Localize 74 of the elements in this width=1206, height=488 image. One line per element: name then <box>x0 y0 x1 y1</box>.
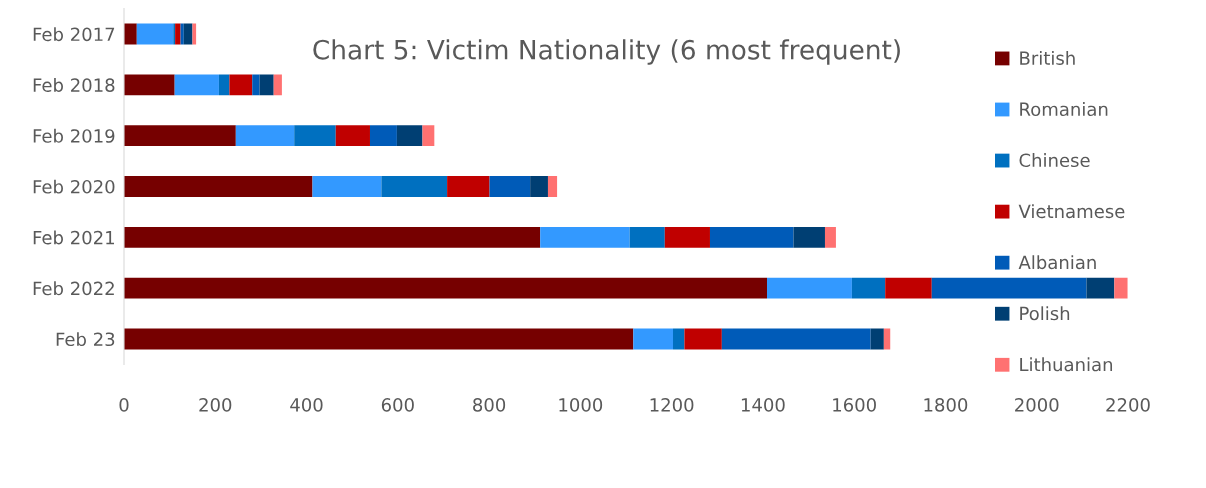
x-tick-label: 0 <box>119 398 129 412</box>
bar <box>664 226 710 248</box>
bar <box>180 23 184 45</box>
bar <box>312 176 382 197</box>
legend-label: Polish <box>1020 306 1070 321</box>
bar <box>218 74 230 96</box>
legend-label: Albanian <box>1018 255 1096 270</box>
bar <box>851 277 886 299</box>
bar <box>259 74 274 96</box>
bar <box>489 176 531 197</box>
bar <box>273 74 282 96</box>
bar <box>396 125 423 147</box>
bar <box>422 125 435 147</box>
bar <box>335 125 370 147</box>
bar <box>124 176 313 197</box>
bar <box>547 176 558 197</box>
bar <box>124 125 236 147</box>
bar <box>793 226 825 248</box>
bar <box>870 328 884 350</box>
bar <box>530 176 548 197</box>
bar <box>931 277 1087 299</box>
x-tick-label: 200 <box>199 398 232 412</box>
x-tick-label: 1600 <box>833 398 876 412</box>
y-tick-label: Feb 23 <box>56 332 115 347</box>
bar <box>174 74 219 96</box>
bar <box>369 125 397 147</box>
bar <box>633 328 674 350</box>
x-tick-label: 1800 <box>924 398 968 412</box>
bar <box>721 328 871 350</box>
bar <box>124 328 634 350</box>
legend-label: Vietnamese <box>1018 204 1125 219</box>
bar <box>124 226 541 248</box>
legend-label: Lithuanian <box>1020 357 1113 372</box>
legend-label: Chinese <box>1019 153 1090 168</box>
x-tick-label: 2000 <box>1015 398 1059 412</box>
y-tick-label: Feb 2021 <box>33 230 114 245</box>
bar <box>175 23 181 45</box>
bar <box>124 74 175 96</box>
bar <box>540 226 630 248</box>
bar <box>252 74 260 96</box>
bar <box>1086 277 1115 299</box>
x-tick-label: 1200 <box>650 398 694 412</box>
bar <box>192 23 197 45</box>
bar <box>381 176 448 197</box>
x-tick-label: 600 <box>381 398 414 412</box>
legend-label: Romanian <box>1020 102 1108 117</box>
x-tick-label: 2200 <box>1106 398 1150 412</box>
legend-label: British <box>1020 51 1075 65</box>
y-tick-label: Feb 2022 <box>33 281 114 296</box>
bar <box>447 176 490 197</box>
y-tick-label: Feb 2017 <box>33 27 115 42</box>
bar <box>136 23 174 45</box>
bar <box>124 23 137 45</box>
x-tick-label: 800 <box>473 398 506 412</box>
y-tick-label: Feb 2020 <box>33 179 115 194</box>
x-tick-label: 400 <box>290 398 323 412</box>
bar <box>235 125 295 147</box>
bar <box>684 328 722 350</box>
bar <box>294 125 336 147</box>
x-tick-label: 1400 <box>741 398 785 412</box>
bar <box>767 277 852 299</box>
bar <box>1114 277 1128 299</box>
bar <box>629 226 665 248</box>
bar <box>229 74 253 96</box>
bar <box>824 226 836 248</box>
bar <box>883 328 891 350</box>
x-tick-label: 1000 <box>559 398 603 412</box>
bar <box>885 277 932 299</box>
text: Chart 5: Victim Nationality (6 most frequent) <box>313 39 900 65</box>
y-tick-label: Feb 2019 <box>33 128 115 143</box>
bar <box>709 226 794 248</box>
bar <box>124 277 768 299</box>
bar <box>673 328 685 350</box>
y-tick-label: Feb 2018 <box>33 77 115 92</box>
